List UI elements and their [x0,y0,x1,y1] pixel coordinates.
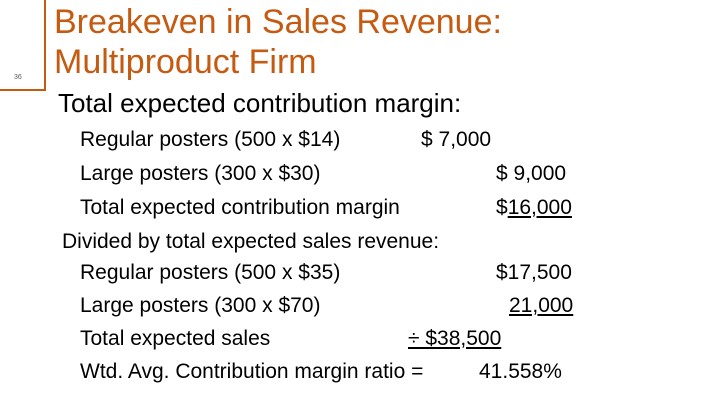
divided-by-label: Divided by total expected sales revenue: [62,230,440,253]
large-cm-label: Large posters (300 x $30) [80,162,321,185]
regular-cm-label: Regular posters (500 x $14) [80,128,341,151]
wtd-avg-label: Wtd. Avg. Contribution margin ratio = [80,360,424,383]
regular-sales-label: Regular posters (500 x $35) [80,261,341,284]
slide-number: 36 [14,74,22,81]
regular-cm-value: $ 7,000 [421,128,492,151]
large-sales-label: Large posters (300 x $70) [80,294,321,317]
large-cm-value: $ 9,000 [496,162,567,185]
slide-accent-bar [0,0,46,90]
slide-title: Breakeven in Sales Revenue: Multiproduct… [54,2,502,82]
total-cm-label: Total expected contribution margin [80,196,400,219]
regular-sales-value: $17,500 [496,261,572,284]
section-heading: Total expected contribution margin: [58,88,462,118]
total-cm-value: $16,000 [496,196,572,219]
total-sales-value: ÷ $38,500 [408,327,502,350]
title-line-1: Breakeven in Sales Revenue: [54,3,502,41]
large-sales-value: 21,000 [509,294,574,317]
slide-accent-line [0,89,46,91]
title-line-2: Multiproduct Firm [54,43,317,81]
wtd-avg-value: 41.558% [479,360,562,383]
total-cm-digits: 16,000 [507,196,572,219]
total-sales-label: Total expected sales [80,327,271,350]
